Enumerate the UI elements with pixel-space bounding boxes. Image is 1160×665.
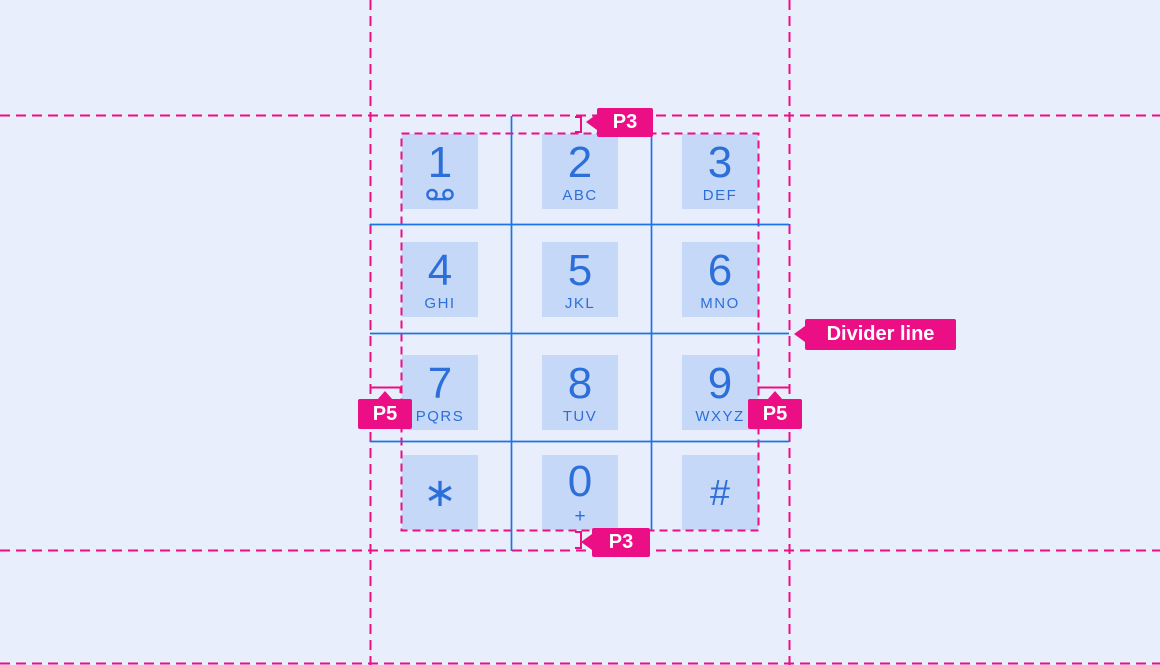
key-3[interactable]: 3 DEF: [682, 134, 758, 209]
key-digit: 0: [567, 456, 593, 506]
key-star[interactable]: ∗: [402, 455, 478, 530]
key-5[interactable]: 5 JKL: [542, 242, 618, 317]
key-7[interactable]: 7 PQRS: [402, 355, 478, 430]
padding-right-arrow-icon: [767, 391, 783, 400]
key-digit: 5: [567, 245, 593, 295]
padding-bottom-arrow-icon: [581, 534, 592, 550]
key-4[interactable]: 4 GHI: [402, 242, 478, 317]
key-letters: WXYZ: [695, 407, 745, 425]
key-digit: 1: [427, 137, 453, 187]
divider-line-label: Divider line: [805, 319, 956, 350]
key-digit: 3: [707, 137, 733, 187]
key-letters: JKL: [564, 294, 596, 312]
padding-bottom-label: P3: [592, 528, 650, 557]
padding-left-arrow-icon: [377, 391, 393, 400]
voicemail-icon: [425, 188, 455, 203]
p3-top-bracket: [575, 116, 582, 133]
key-letters: GHI: [424, 294, 456, 312]
key-digit: 6: [707, 245, 733, 295]
padding-top-arrow-icon: [586, 114, 597, 130]
key-9[interactable]: 9 WXYZ: [682, 355, 758, 430]
key-digit: ∗: [423, 470, 457, 515]
key-letters: MNO: [700, 294, 740, 312]
key-1[interactable]: 1: [402, 134, 478, 209]
key-letters: DEF: [702, 186, 738, 204]
padding-left-label: P5: [358, 399, 412, 429]
key-pound[interactable]: #: [682, 455, 758, 530]
padding-right-label: P5: [748, 399, 802, 429]
key-digit: #: [709, 471, 731, 513]
key-6[interactable]: 6 MNO: [682, 242, 758, 317]
key-letters: ABC: [562, 186, 598, 204]
key-2[interactable]: 2 ABC: [542, 134, 618, 209]
key-digit: 4: [427, 245, 453, 295]
key-digit: 2: [567, 137, 593, 187]
divider-line-arrow-icon: [794, 326, 805, 342]
key-letters: PQRS: [415, 407, 465, 425]
key-digit: 9: [707, 358, 733, 408]
padding-top-label: P3: [597, 108, 653, 137]
key-digit: 8: [567, 358, 593, 408]
key-letters: TUV: [562, 407, 598, 425]
key-0[interactable]: 0 +: [542, 455, 618, 530]
key-digit: 7: [427, 358, 453, 408]
key-8[interactable]: 8 TUV: [542, 355, 618, 430]
key-plus-label: +: [574, 505, 586, 527]
